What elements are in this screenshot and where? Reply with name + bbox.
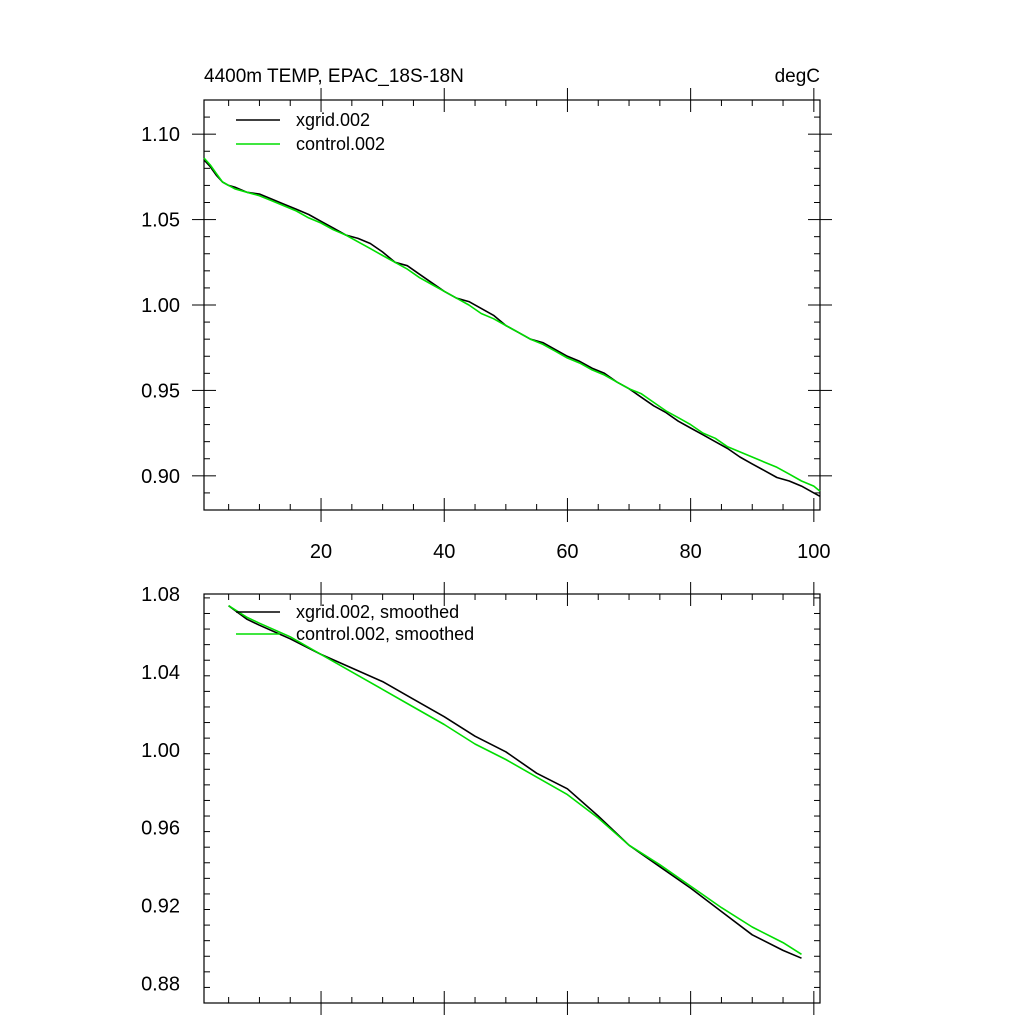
bottom-panel: 0.88 0.92 0.96 1.00 1.04 1.08 xgrid.002, smoot… xyxy=(141,582,821,1015)
series-line-control xyxy=(228,605,802,955)
y-tick-label: 0.96 xyxy=(141,818,180,840)
y-tick-label: 1.04 xyxy=(141,662,180,684)
y-tick-label: 1.08 xyxy=(141,584,180,606)
x-tick-label: 20 xyxy=(310,541,332,563)
y-tick-label: 0.92 xyxy=(141,896,180,918)
x-tick-label: 60 xyxy=(556,541,578,563)
series-line-control xyxy=(203,157,821,492)
x-tick-label: 40 xyxy=(433,541,455,563)
legend-label: xgrid.002 xyxy=(296,110,370,130)
plot-frame xyxy=(203,593,821,1004)
series-line-xgrid xyxy=(228,605,802,959)
y-tick-label: 1.10 xyxy=(141,124,180,146)
x-tick-label: 100 xyxy=(797,541,830,563)
legend-label: xgrid.002, smoothed xyxy=(296,602,459,622)
y-tick-label: 1.00 xyxy=(141,740,180,762)
legend-label: control.002 xyxy=(296,134,385,154)
legend-label: control.002, smoothed xyxy=(296,624,474,644)
y-tick-label: 1.05 xyxy=(141,210,180,232)
y-tick-label: 1.00 xyxy=(141,295,180,317)
y-tick-label: 0.90 xyxy=(141,466,180,488)
top-panel: 20 40 60 80 100 0.90 0.95 1.00 1.05 1.10 xgrid.002… xyxy=(141,88,832,563)
series-line-xgrid xyxy=(203,159,821,498)
chart-title: 4400m TEMP, EPAC_18S-18N xyxy=(204,66,464,87)
y-tick-label: 0.95 xyxy=(141,380,180,402)
x-tick-label: 80 xyxy=(680,541,702,563)
chart-units: degC xyxy=(775,66,820,87)
y-tick-label: 0.88 xyxy=(141,974,180,996)
